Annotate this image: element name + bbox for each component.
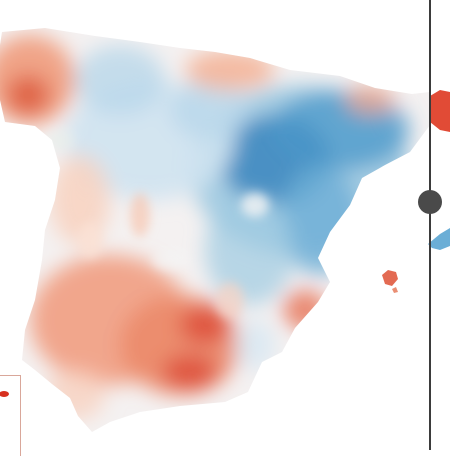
mainland-region [0,28,430,432]
compare-slider-handle[interactable] [418,190,442,214]
north-east-coast-right [430,90,450,132]
canary-islands-inset-frame [0,375,21,456]
balearic-islands [382,228,450,293]
compare-divider-line[interactable] [429,0,431,450]
inset-island [0,391,9,397]
